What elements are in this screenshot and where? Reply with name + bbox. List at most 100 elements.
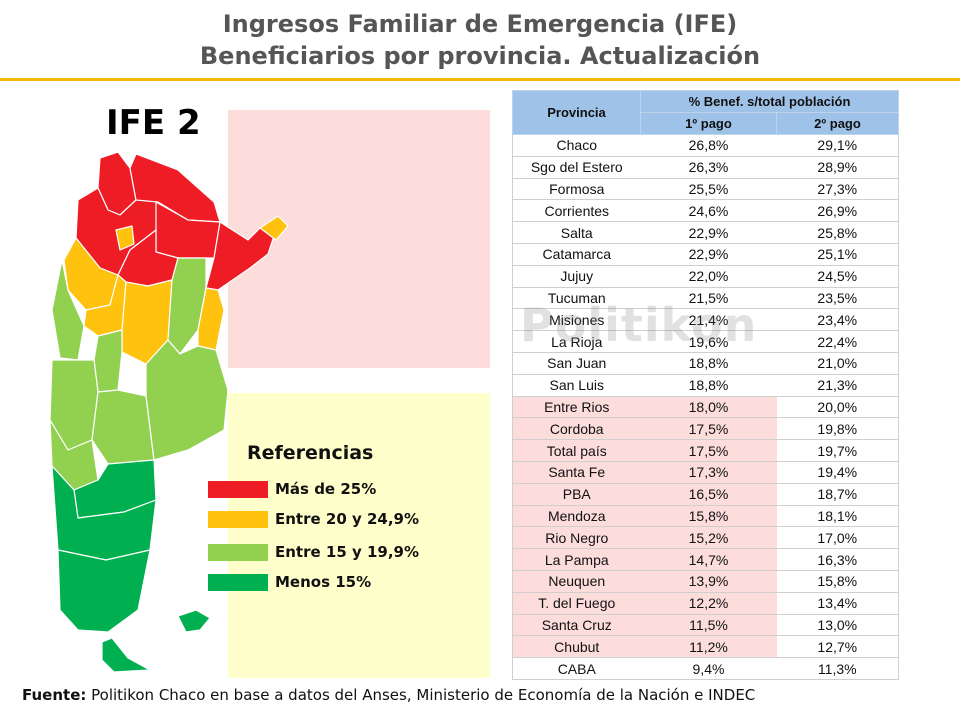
legend-item: Menos 15% — [208, 573, 508, 593]
cell-pay1: 22,9% — [640, 221, 777, 244]
cell-pay2: 21,3% — [776, 374, 900, 397]
legend-swatch — [208, 481, 268, 498]
legend-title: Referencias — [247, 442, 374, 464]
cell-pay1: 24,6% — [640, 199, 777, 223]
province-buenos-aires — [145, 339, 229, 461]
legend-label: Entre 15 y 19,9% — [275, 543, 420, 561]
table-row: Rio Negro 15,2% 17,0% — [512, 526, 900, 550]
legend-item: Entre 15 y 19,9% — [208, 543, 508, 563]
data-table: Provincia % Benef. s/total población 1º … — [512, 90, 900, 680]
legend-label: Entre 20 y 24,9% — [275, 510, 420, 528]
cell-pay1: 17,5% — [640, 417, 777, 441]
table-row: PBA 16,5% 18,7% — [512, 483, 900, 506]
table-row: Tucuman 21,5% 23,5% — [512, 287, 900, 310]
legend-background — [228, 393, 490, 678]
cell-province: Total país — [512, 439, 641, 462]
islands-malvinas — [177, 609, 211, 633]
cell-pay2: 18,1% — [776, 505, 900, 528]
cell-pay1: 11,2% — [640, 635, 777, 659]
table-row: San Luis 18,8% 21,3% — [512, 374, 900, 397]
cell-pay1: 26,3% — [640, 156, 777, 179]
cell-pay2: 28,9% — [776, 156, 900, 179]
cell-pay2: 19,7% — [776, 439, 900, 462]
table-row: La Pampa 14,7% 16,3% — [512, 548, 900, 571]
cell-pay2: 29,1% — [776, 134, 900, 157]
title-line-2: Beneficiarios por provincia. Actualizaci… — [199, 42, 761, 70]
table-row: Jujuy 22,0% 24,5% — [512, 265, 900, 288]
page-title: Ingresos Familiar de Emergencia (IFE) Be… — [0, 8, 960, 72]
province-misiones — [259, 215, 289, 241]
cell-province: Santa Fe — [512, 461, 641, 484]
source-label: Fuente: — [22, 686, 87, 704]
argentina-map — [49, 151, 289, 673]
cell-pay2: 17,0% — [776, 526, 900, 550]
cell-province: Jujuy — [512, 265, 641, 288]
column-header-pay1: 1º pago — [640, 112, 777, 135]
cell-pay2: 21,0% — [776, 352, 900, 375]
cell-pay2: 23,4% — [776, 308, 900, 332]
table-row: Formosa 25,5% 27,3% — [512, 178, 900, 201]
table-row: T. del Fuego 12,2% 13,4% — [512, 592, 900, 615]
table-row: Misiones 21,4% 23,4% — [512, 308, 900, 332]
table-row: Mendoza 15,8% 18,1% — [512, 505, 900, 528]
cell-province: Entre Rios — [512, 396, 641, 419]
cell-pay1: 22,0% — [640, 265, 777, 288]
table-row: CABA 9,4% 11,3% — [512, 657, 900, 680]
cell-pay2: 24,5% — [776, 265, 900, 288]
cell-pay2: 13,0% — [776, 614, 900, 637]
map-label: IFE 2 — [106, 103, 201, 143]
cell-pay1: 15,2% — [640, 526, 777, 550]
cell-province: Salta — [512, 221, 641, 244]
cell-province: San Juan — [512, 352, 641, 375]
legend-swatch — [208, 574, 268, 591]
cell-pay1: 17,3% — [640, 461, 777, 484]
cell-pay1: 11,5% — [640, 614, 777, 637]
table-row: Chaco 26,8% 29,1% — [512, 134, 900, 157]
cell-pay1: 16,5% — [640, 483, 777, 506]
cell-pay2: 15,8% — [776, 570, 900, 593]
cell-province: Santa Cruz — [512, 614, 641, 637]
cell-pay1: 12,2% — [640, 592, 777, 615]
cell-pay2: 23,5% — [776, 287, 900, 310]
table-row: Salta 22,9% 25,8% — [512, 221, 900, 244]
cell-pay1: 13,9% — [640, 570, 777, 593]
province-tierra-del-fuego — [101, 637, 151, 673]
table-row: Cordoba 17,5% 19,8% — [512, 417, 900, 441]
source-text: Politikon Chaco en base a datos del Anse… — [86, 686, 756, 704]
table-row: Chubut 11,2% 12,7% — [512, 635, 900, 659]
cell-pay2: 22,4% — [776, 330, 900, 353]
legend-item: Más de 25% — [208, 480, 508, 500]
source-note: Fuente: Politikon Chaco en base a datos … — [22, 686, 755, 704]
cell-pay2: 16,3% — [776, 548, 900, 571]
legend-item: Entre 20 y 24,9% — [208, 510, 508, 530]
cell-province: T. del Fuego — [512, 592, 641, 615]
cell-pay2: 25,8% — [776, 221, 900, 244]
cell-pay2: 11,3% — [776, 657, 900, 680]
title-divider — [0, 78, 960, 81]
province-la-pampa — [91, 389, 155, 465]
column-header-group: % Benef. s/total población — [639, 90, 900, 113]
cell-pay2: 18,7% — [776, 483, 900, 506]
cell-pay2: 19,8% — [776, 417, 900, 441]
cell-pay1: 21,4% — [640, 308, 777, 332]
cell-pay1: 18,8% — [640, 352, 777, 375]
cell-pay1: 14,7% — [640, 548, 777, 571]
cell-province: Rio Negro — [512, 526, 641, 550]
cell-province: La Rioja — [512, 330, 641, 353]
cell-pay1: 25,5% — [640, 178, 777, 201]
cell-pay1: 17,5% — [640, 439, 777, 462]
cell-pay1: 21,5% — [640, 287, 777, 310]
table-row: Corrientes 24,6% 26,9% — [512, 199, 900, 223]
cell-pay1: 9,4% — [640, 657, 777, 680]
cell-pay1: 22,9% — [640, 243, 777, 266]
cell-pay2: 26,9% — [776, 199, 900, 223]
legend-label: Más de 25% — [275, 480, 377, 498]
table-row: La Rioja 19,6% 22,4% — [512, 330, 900, 353]
table-row: San Juan 18,8% 21,0% — [512, 352, 900, 375]
cell-province: Tucuman — [512, 287, 641, 310]
cell-province: Chaco — [512, 134, 641, 157]
legend-swatch — [208, 511, 268, 528]
table-body: Chaco 26,8% 29,1% Sgo del Estero 26,3% 28,9% F… — [512, 134, 900, 680]
cell-province: Cordoba — [512, 417, 641, 441]
cell-pay2: 12,7% — [776, 635, 900, 659]
